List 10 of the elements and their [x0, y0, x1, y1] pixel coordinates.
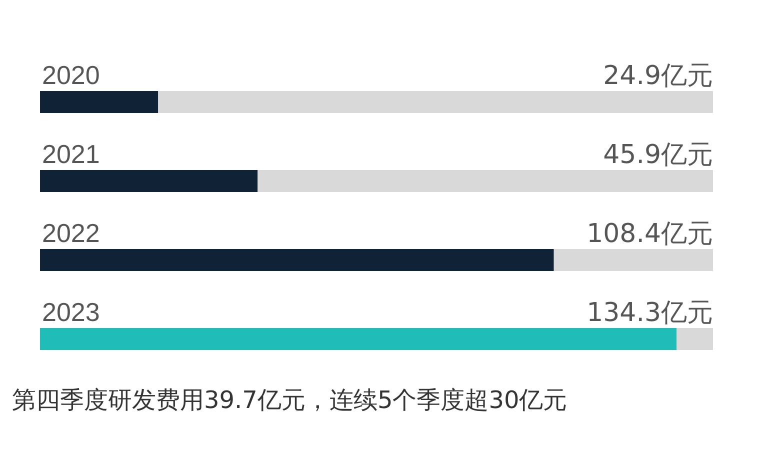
y-tick-label: 2020	[42, 60, 100, 90]
data-label: 24.9亿元	[603, 61, 713, 91]
data-label: 134.3亿元	[586, 298, 713, 328]
text: 第四季度研发费用39.7亿元，连续5个季度超30亿元	[11, 385, 568, 416]
y-tick-label: 2023	[42, 297, 100, 327]
y-tick-label: 2022	[42, 218, 100, 248]
y-tick-label: 2021	[42, 139, 100, 169]
bar	[40, 91, 158, 113]
data-label: 45.9亿元	[603, 140, 713, 170]
data-label: 108.4亿元	[586, 219, 713, 249]
